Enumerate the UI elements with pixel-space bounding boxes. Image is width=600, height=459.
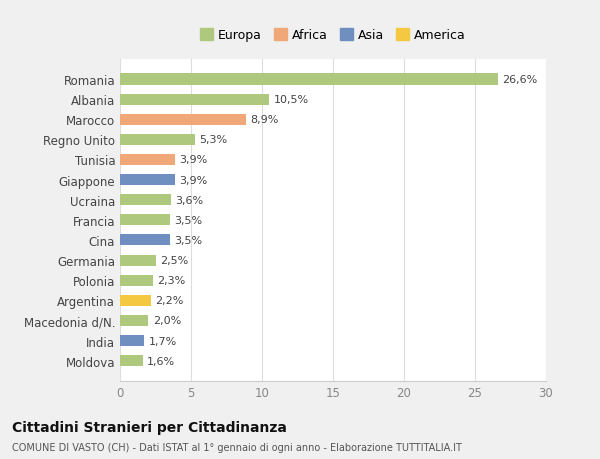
- Bar: [120, 355, 143, 366]
- Bar: [120, 335, 144, 346]
- Bar: [120, 155, 175, 166]
- Text: 5,3%: 5,3%: [200, 135, 227, 145]
- Text: 3,9%: 3,9%: [179, 175, 208, 185]
- Bar: [120, 174, 175, 186]
- Bar: [120, 195, 171, 206]
- Text: Cittadini Stranieri per Cittadinanza: Cittadini Stranieri per Cittadinanza: [12, 420, 287, 434]
- Bar: [120, 275, 152, 286]
- Text: 8,9%: 8,9%: [251, 115, 279, 125]
- Text: 2,3%: 2,3%: [157, 275, 185, 285]
- Bar: [120, 235, 170, 246]
- Bar: [120, 95, 269, 106]
- Text: 26,6%: 26,6%: [502, 75, 537, 85]
- Text: 2,2%: 2,2%: [155, 296, 184, 306]
- Text: 3,9%: 3,9%: [179, 155, 208, 165]
- Text: 1,7%: 1,7%: [148, 336, 176, 346]
- Legend: Europa, Africa, Asia, America: Europa, Africa, Asia, America: [196, 24, 470, 47]
- Bar: [120, 74, 498, 85]
- Text: 1,6%: 1,6%: [147, 356, 175, 366]
- Bar: [120, 255, 155, 266]
- Text: 3,6%: 3,6%: [175, 195, 203, 205]
- Bar: [120, 315, 148, 326]
- Bar: [120, 114, 247, 125]
- Text: COMUNE DI VASTO (CH) - Dati ISTAT al 1° gennaio di ogni anno - Elaborazione TUTT: COMUNE DI VASTO (CH) - Dati ISTAT al 1° …: [12, 442, 462, 452]
- Bar: [120, 215, 170, 226]
- Text: 2,0%: 2,0%: [152, 316, 181, 326]
- Text: 3,5%: 3,5%: [174, 215, 202, 225]
- Bar: [120, 134, 195, 146]
- Text: 10,5%: 10,5%: [274, 95, 308, 105]
- Text: 3,5%: 3,5%: [174, 235, 202, 246]
- Text: 2,5%: 2,5%: [160, 256, 188, 265]
- Bar: [120, 295, 151, 306]
